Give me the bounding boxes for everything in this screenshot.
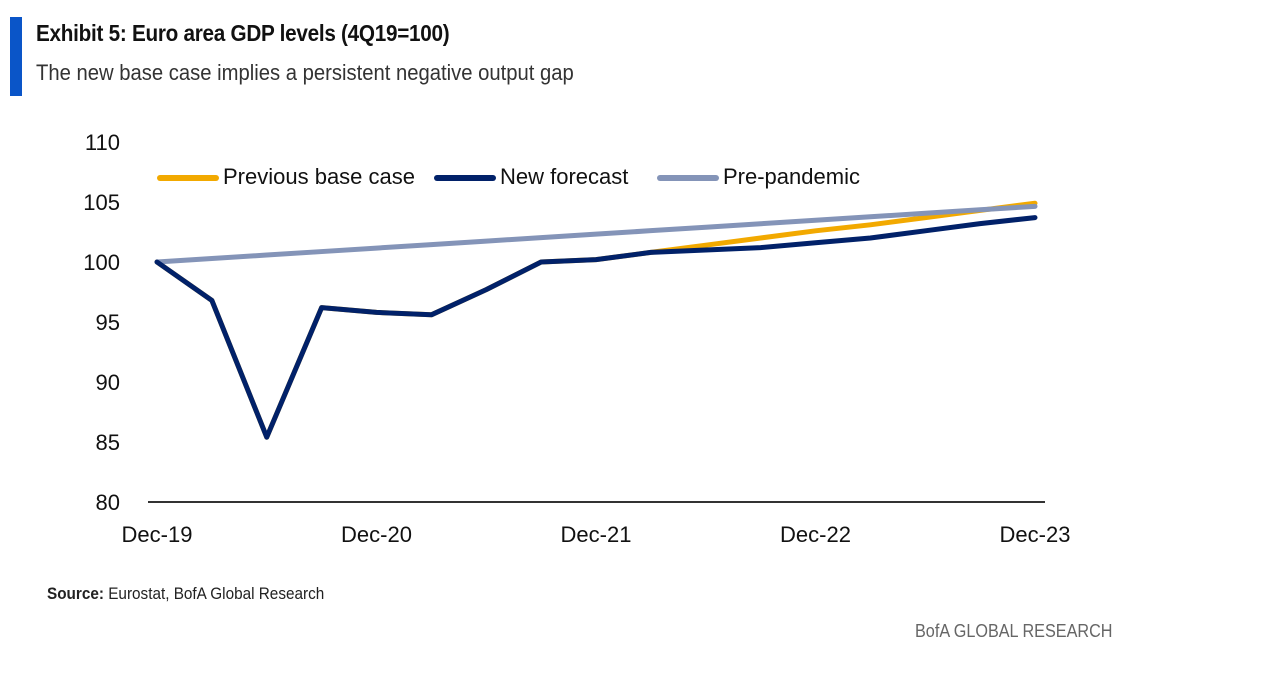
series-line-previous-base-case bbox=[154, 200, 1038, 440]
y-tick-label: 100 bbox=[83, 250, 120, 275]
y-tick-label: 80 bbox=[96, 490, 120, 515]
chart-title: Exhibit 5: Euro area GDP levels (4Q19=10… bbox=[36, 20, 450, 46]
y-tick-label: 95 bbox=[96, 310, 120, 335]
source-text: Eurostat, BofA Global Research bbox=[108, 584, 325, 603]
title-accent-bar bbox=[10, 17, 22, 96]
y-tick-label: 85 bbox=[96, 430, 120, 455]
legend-label: Previous base case bbox=[223, 164, 415, 189]
series-line-new-forecast bbox=[154, 215, 1038, 440]
chart-subtitle: The new base case implies a persistent n… bbox=[36, 60, 574, 85]
x-tick-label: Dec-20 bbox=[341, 522, 412, 547]
x-tick-label: Dec-21 bbox=[561, 522, 632, 547]
x-tick-label: Dec-22 bbox=[780, 522, 851, 547]
brand-footer: BofA GLOBAL RESEARCH bbox=[915, 621, 1113, 641]
y-tick-label: 110 bbox=[85, 130, 120, 155]
y-tick-label: 90 bbox=[96, 370, 120, 395]
series-line-pre-pandemic bbox=[154, 203, 1038, 265]
x-tick-label: Dec-19 bbox=[122, 522, 193, 547]
y-tick-label: 105 bbox=[83, 190, 120, 215]
source-label: Source: bbox=[47, 584, 104, 603]
x-tick-label: Dec-23 bbox=[1000, 522, 1071, 547]
legend-label: New forecast bbox=[500, 164, 628, 189]
legend-label: Pre-pandemic bbox=[723, 164, 860, 189]
source-note: Source: Eurostat, BofA Global Research bbox=[47, 584, 324, 604]
